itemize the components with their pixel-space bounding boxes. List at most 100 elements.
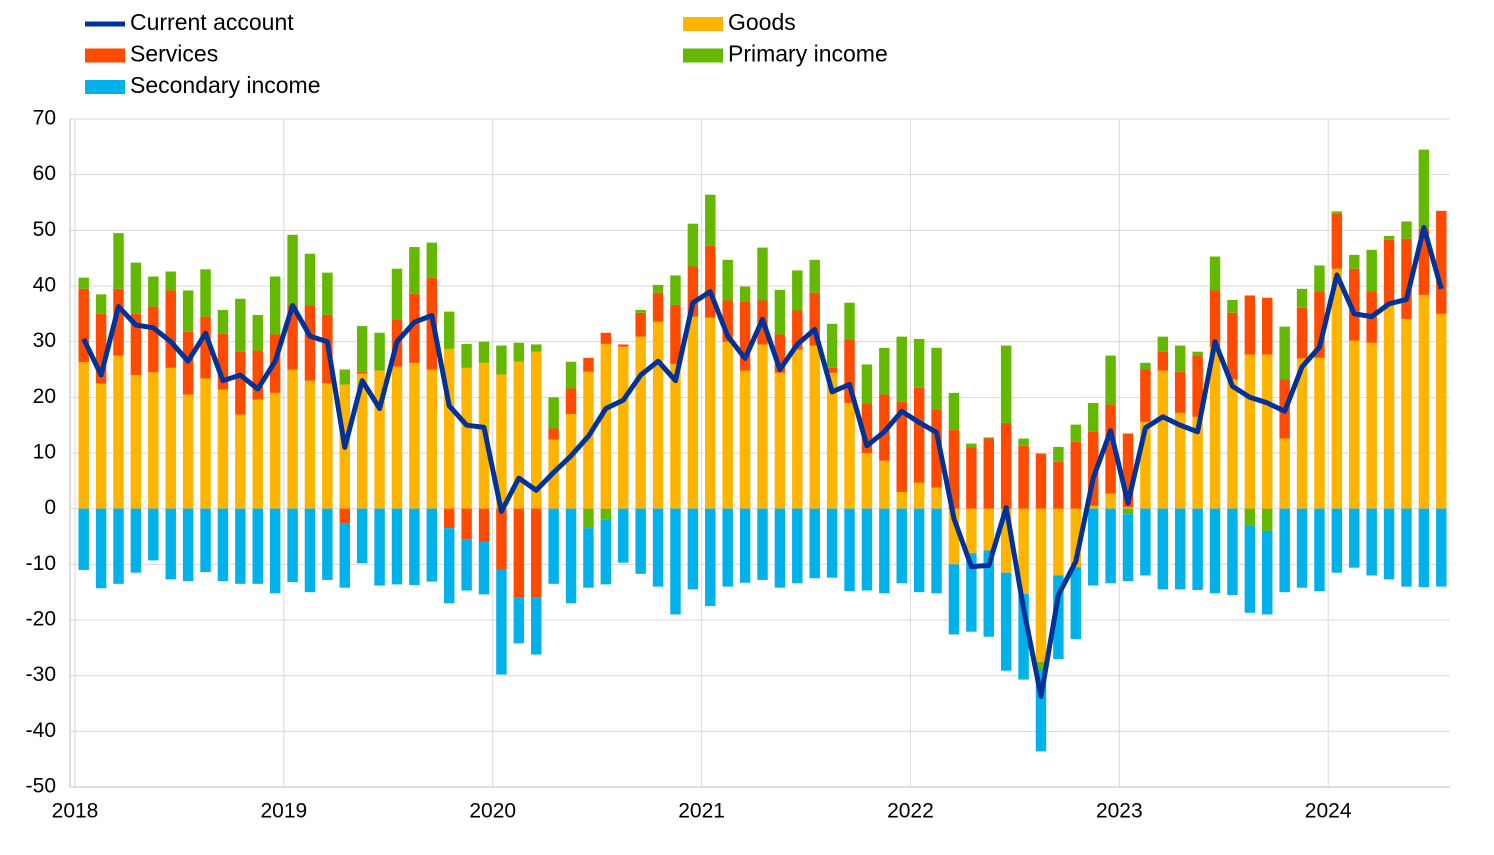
bar-segment xyxy=(1366,342,1377,509)
bar-segment xyxy=(1209,346,1221,509)
bar-segment xyxy=(722,300,733,342)
bar-segment xyxy=(1157,351,1169,371)
bar-segment xyxy=(1436,508,1447,587)
bar-segment xyxy=(948,508,960,565)
bar-segment xyxy=(739,301,751,371)
bar-segment xyxy=(1035,668,1047,752)
bar-segment xyxy=(1244,295,1256,355)
bar-segment xyxy=(130,262,142,314)
bar-segment xyxy=(443,508,455,529)
bar-segment xyxy=(1331,508,1343,573)
bar-segment xyxy=(130,508,142,573)
bar-segment xyxy=(1314,265,1325,292)
bar-segment xyxy=(635,309,646,313)
bar-segment xyxy=(826,508,838,578)
bar-segment xyxy=(496,569,507,675)
bar-segment xyxy=(78,362,89,509)
y-tick-label: -50 xyxy=(26,775,56,798)
bar-segment xyxy=(861,508,873,591)
bar-segment xyxy=(792,310,803,350)
bar-segment xyxy=(792,349,803,509)
bar-segment xyxy=(1070,424,1082,442)
y-tick-label: -10 xyxy=(26,552,56,575)
bar-segment xyxy=(583,357,594,372)
bar-segment xyxy=(1157,336,1169,352)
bar-segment xyxy=(531,344,542,352)
bar-segment xyxy=(269,508,281,594)
bar-segment xyxy=(409,293,420,363)
bar-segment xyxy=(1192,508,1203,590)
bar-segment xyxy=(896,508,907,584)
bar-segment xyxy=(322,272,333,315)
bar-segment xyxy=(565,508,577,604)
bar-segment xyxy=(1087,431,1099,506)
bar-segment xyxy=(1349,254,1360,269)
bar-segment xyxy=(1000,572,1012,671)
bar-segment xyxy=(792,508,803,584)
bar-segment xyxy=(1035,453,1047,509)
bar-segment xyxy=(95,294,107,314)
bar-segment xyxy=(948,429,960,509)
bar-segment xyxy=(182,508,194,582)
bar-segment xyxy=(687,508,699,590)
legend-swatch xyxy=(683,48,723,63)
bar-segment xyxy=(1314,291,1325,358)
bar-segment xyxy=(1209,290,1221,347)
x-tick-label: 2023 xyxy=(1096,800,1143,823)
bar-segment xyxy=(600,343,612,509)
bar-segment xyxy=(809,345,820,509)
bar-segment xyxy=(339,369,350,385)
bar-segment xyxy=(113,508,124,584)
bar-segment xyxy=(1140,362,1151,370)
bar-segment xyxy=(1192,355,1203,417)
bar-segment xyxy=(1401,221,1412,239)
bar-segment xyxy=(443,311,455,349)
legend-swatch xyxy=(85,48,125,63)
bar-segment xyxy=(496,508,507,570)
bar-segment xyxy=(896,336,907,402)
bar-segment xyxy=(461,367,472,509)
bar-segment xyxy=(165,508,176,580)
legend-swatch xyxy=(85,80,125,94)
bar-segment xyxy=(1383,304,1395,509)
bar-segment xyxy=(931,508,942,594)
bar-segment xyxy=(356,326,368,372)
bar-segment xyxy=(774,372,786,509)
bar-segment xyxy=(966,443,977,448)
bar-segment xyxy=(931,487,942,509)
bar-segment xyxy=(739,286,751,302)
bar-segment xyxy=(1053,508,1064,576)
bar-segment xyxy=(113,233,124,289)
bar-segment xyxy=(287,508,298,583)
bar-segment xyxy=(235,508,246,584)
bar-segment xyxy=(531,597,542,655)
bar-segment xyxy=(879,347,890,395)
bar-segment xyxy=(565,361,577,389)
bar-segment xyxy=(966,553,977,632)
bar-segment xyxy=(1227,299,1238,313)
y-tick-label: -30 xyxy=(26,663,56,686)
bar-segment xyxy=(1383,239,1395,305)
bar-segment xyxy=(356,508,368,564)
bar-segment xyxy=(1279,326,1290,380)
bar-segment xyxy=(1018,438,1029,446)
bar-segment xyxy=(583,371,594,509)
bar-segment xyxy=(1279,438,1290,509)
bar-segment xyxy=(1175,371,1186,413)
bar-segment xyxy=(670,275,681,305)
bar-segment xyxy=(287,369,298,509)
legend-label: Secondary income xyxy=(130,72,321,98)
bar-segment xyxy=(148,276,159,307)
bar-segment xyxy=(269,392,281,509)
bar-segment xyxy=(948,392,960,430)
bar-segment xyxy=(200,508,211,573)
bar-segment xyxy=(983,508,994,551)
bar-segment xyxy=(774,289,786,335)
bar-segment xyxy=(548,428,559,440)
bar-segment xyxy=(879,394,890,461)
bar-segment xyxy=(1401,318,1412,509)
bar-segment xyxy=(879,508,890,594)
bar-segment xyxy=(217,508,229,582)
bar-segment xyxy=(252,508,263,584)
bar-segment xyxy=(600,332,612,344)
